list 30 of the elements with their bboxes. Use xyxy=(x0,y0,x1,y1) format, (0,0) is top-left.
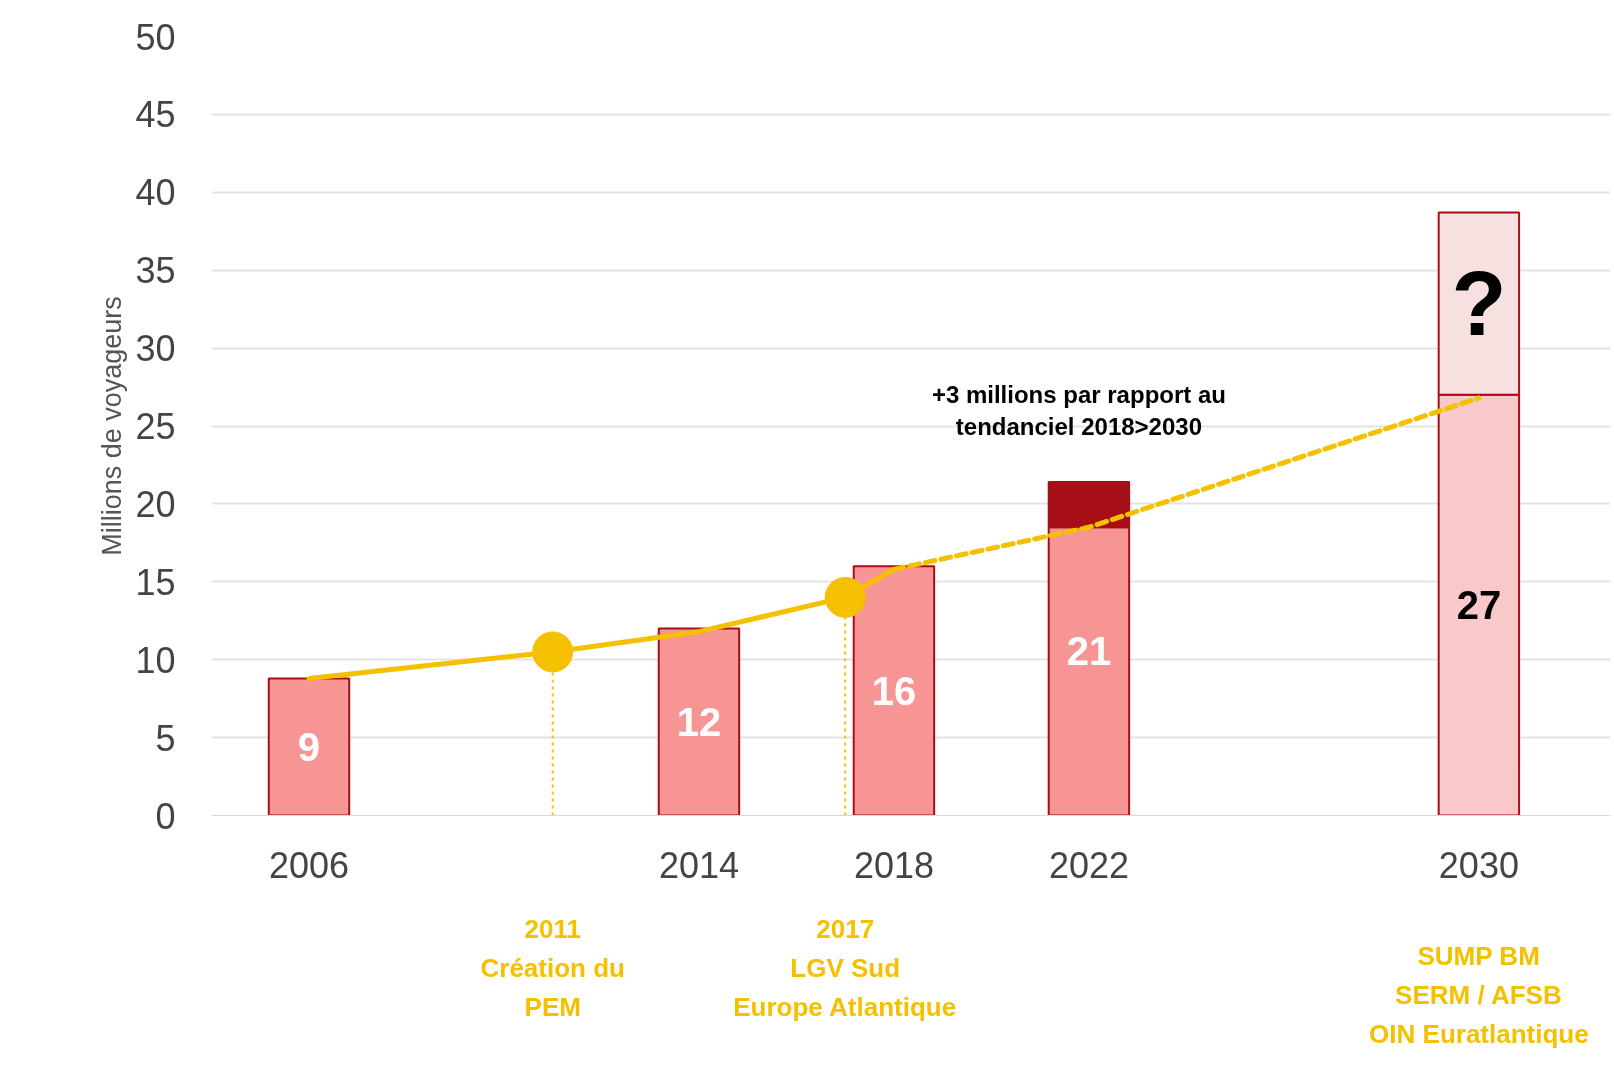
data-label: 16 xyxy=(871,668,917,713)
data-label: 9 xyxy=(297,724,321,769)
data-label: 27 xyxy=(1456,583,1502,628)
annotation: +3 millions par rapport au tendanciel 2018>2030 xyxy=(931,380,1226,441)
bar xyxy=(267,677,351,816)
bar xyxy=(657,627,741,816)
data-label: 12 xyxy=(676,700,722,745)
y-tick-label: 45 xyxy=(135,94,176,136)
text: SUMP BM SERM / AFSB OIN Euratlantique xyxy=(1369,940,1589,1049)
y-tick-label: 35 xyxy=(135,250,176,292)
y-tick-label: 30 xyxy=(135,328,176,370)
data-label: ? xyxy=(1451,253,1507,354)
y-tick-label: 20 xyxy=(135,483,176,525)
y-tick-label: 0 xyxy=(155,795,176,837)
y-tick-label: 5 xyxy=(155,717,176,759)
total-label: 21 xyxy=(1066,629,1112,674)
y-axis-title: Millions de voyageurs xyxy=(97,296,128,556)
y-tick-label: 25 xyxy=(135,406,176,447)
y-tick-label: 40 xyxy=(135,172,176,214)
bar xyxy=(852,565,936,816)
ref-line-label: 2017 LGV Sud Europe Atlantique xyxy=(733,913,957,1022)
x-tick-label: 2030 xyxy=(1438,844,1519,886)
ref-line-label: 2011 Création du PEM xyxy=(480,913,625,1022)
y-tick-label: 10 xyxy=(135,639,176,681)
x-tick-label: 2018 xyxy=(853,844,934,886)
x-tick-label: 2022 xyxy=(1048,844,1129,886)
x-tick-label: 2014 xyxy=(658,844,740,886)
y-tick-label: 50 xyxy=(135,16,176,58)
x-tick-label: 2006 xyxy=(268,844,350,886)
y-tick-label: 15 xyxy=(135,561,176,603)
